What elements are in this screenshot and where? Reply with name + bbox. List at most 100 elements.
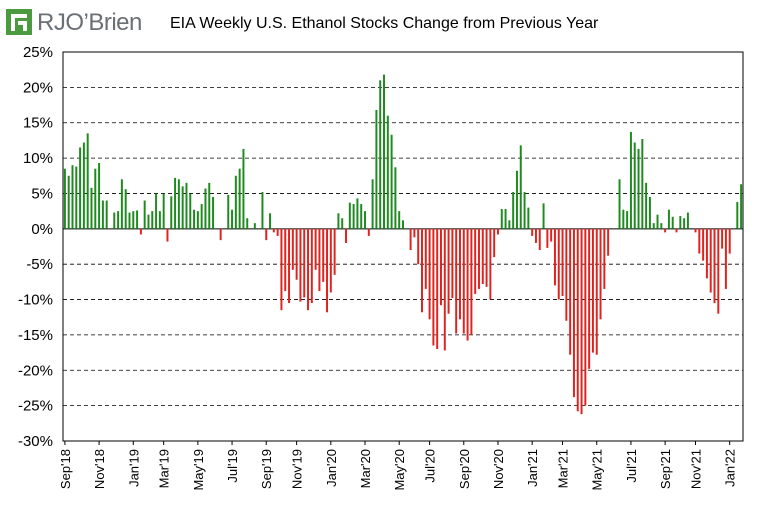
bar-negative xyxy=(607,228,610,256)
x-tick-label: Sep'21 xyxy=(658,449,673,489)
x-tick-label: Jan'20 xyxy=(324,449,339,487)
bar-negative xyxy=(496,228,499,235)
bar-series xyxy=(63,74,743,415)
bar-negative xyxy=(717,228,720,314)
bar-positive xyxy=(519,145,522,229)
x-tick-label: Jan'22 xyxy=(723,449,738,487)
bar-positive xyxy=(740,184,743,229)
bar-negative xyxy=(345,228,348,243)
bar-positive xyxy=(683,218,686,229)
bar-positive xyxy=(402,220,404,229)
bar-positive xyxy=(204,188,207,229)
bar-negative xyxy=(314,228,317,270)
bar-positive xyxy=(379,80,382,229)
bar-negative xyxy=(284,228,287,292)
bar-negative xyxy=(705,228,708,279)
bar-negative xyxy=(474,228,477,294)
bar-negative xyxy=(694,228,697,233)
bar-negative xyxy=(569,228,572,355)
bar-positive xyxy=(356,198,359,229)
bar-positive xyxy=(196,211,199,229)
x-tick-label: May'21 xyxy=(590,449,605,491)
bar-negative xyxy=(413,228,416,238)
bar-positive xyxy=(671,216,674,229)
bar-negative xyxy=(584,228,587,406)
bar-positive xyxy=(253,223,256,229)
bar-positive xyxy=(155,193,158,229)
bar-negative xyxy=(295,228,298,280)
y-tick-label: -25% xyxy=(18,398,53,415)
bar-positive xyxy=(629,131,632,229)
bar-positive xyxy=(67,175,70,229)
bar-negative xyxy=(553,228,556,286)
bar-negative xyxy=(557,228,560,300)
bar-negative xyxy=(534,228,537,243)
bar-negative xyxy=(603,228,606,289)
bar-positive xyxy=(98,163,101,229)
x-tick-label: Nov'21 xyxy=(689,449,704,489)
bar-negative xyxy=(477,228,480,289)
bar-positive xyxy=(622,209,625,229)
bar-positive xyxy=(348,202,351,229)
bar-positive xyxy=(94,168,97,229)
bar-positive xyxy=(193,209,196,229)
y-tick-label: -10% xyxy=(18,292,53,309)
x-tick-label: Sep'19 xyxy=(259,449,274,489)
bar-positive xyxy=(337,213,340,229)
y-tick-label: -15% xyxy=(18,327,53,344)
bar-negative xyxy=(675,228,678,233)
bar-negative xyxy=(272,228,275,233)
bar-negative xyxy=(580,228,583,415)
bar-positive xyxy=(136,210,139,229)
bar-negative xyxy=(721,228,724,249)
bar-negative xyxy=(428,228,431,320)
bar-negative xyxy=(291,228,294,270)
y-tick-label: 0% xyxy=(31,221,53,238)
bar-negative xyxy=(550,228,553,242)
y-tick-label: 15% xyxy=(23,115,53,132)
bar-positive xyxy=(63,168,66,229)
bar-positive xyxy=(667,209,670,229)
bar-negative xyxy=(709,228,712,293)
bar-negative xyxy=(561,228,564,297)
bar-negative xyxy=(139,228,142,235)
bar-negative xyxy=(421,228,423,313)
bar-negative xyxy=(485,228,488,287)
x-tick-label: Sep'18 xyxy=(58,449,73,489)
bar-positive xyxy=(86,133,89,229)
bar-negative xyxy=(219,228,222,241)
x-tick-label: Mar'19 xyxy=(157,449,172,488)
x-tick-label: Nov'18 xyxy=(92,449,107,489)
bar-positive xyxy=(71,165,74,229)
bar-positive xyxy=(120,179,123,229)
bar-negative xyxy=(572,228,575,398)
bar-negative xyxy=(728,228,731,254)
y-tick-label: 5% xyxy=(31,185,53,202)
chart-title: EIA Weekly U.S. Ethanol Stocks Change fr… xyxy=(170,15,599,32)
bar-positive xyxy=(162,193,165,229)
bar-negative xyxy=(702,228,705,261)
bar-negative xyxy=(546,228,549,248)
y-tick-label: 20% xyxy=(23,79,53,96)
y-tick-label: -20% xyxy=(18,362,53,379)
bar-negative xyxy=(440,228,442,306)
bar-positive xyxy=(656,214,659,229)
bar-positive xyxy=(200,204,203,229)
bar-negative xyxy=(481,228,484,284)
bar-positive xyxy=(500,209,503,229)
bar-positive xyxy=(246,218,249,229)
bar-negative xyxy=(333,228,336,275)
bar-negative xyxy=(538,228,541,251)
bar-positive xyxy=(128,212,131,229)
x-tick-label: Nov'20 xyxy=(491,449,506,489)
bar-negative xyxy=(493,228,496,258)
bar-negative xyxy=(310,228,313,304)
bar-negative xyxy=(329,228,332,293)
y-tick-label: -30% xyxy=(18,433,53,450)
bar-positive xyxy=(151,211,154,229)
bar-positive xyxy=(375,109,378,229)
bar-positive xyxy=(360,204,363,229)
bar-positive xyxy=(371,179,374,229)
bar-positive xyxy=(238,168,241,229)
bar-positive xyxy=(212,196,215,229)
